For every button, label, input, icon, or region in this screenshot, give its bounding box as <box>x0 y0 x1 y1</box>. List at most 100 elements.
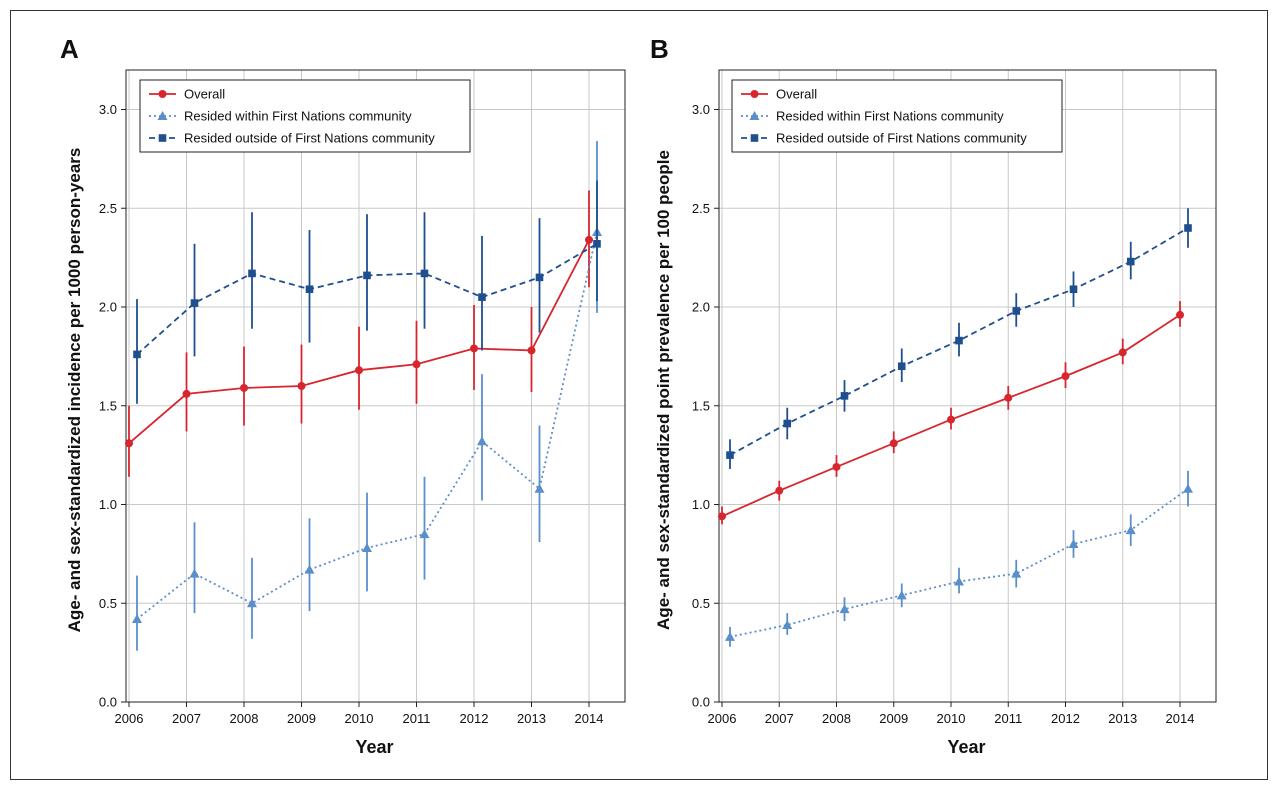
data-point <box>297 382 306 390</box>
panel-letter: A <box>60 34 79 64</box>
grid <box>126 70 625 703</box>
series-overall <box>718 301 1184 525</box>
data-point <box>240 383 248 392</box>
x-tick-label: 2014 <box>1166 711 1195 726</box>
data-point <box>783 419 792 428</box>
legend-label: Resided within First Nations community <box>776 109 1004 124</box>
legend-marker <box>158 90 167 98</box>
data-point <box>362 542 372 552</box>
legend-marker <box>749 111 760 120</box>
x-tick-label: 2007 <box>765 711 794 726</box>
data-point <box>897 362 906 371</box>
data-point <box>1183 483 1193 493</box>
data-point <box>839 604 850 614</box>
x-tick-label: 2006 <box>115 711 144 726</box>
data-point <box>477 436 487 446</box>
data-point <box>1184 224 1192 232</box>
legend-item-outside: Resided outside of First Nations communi… <box>149 131 435 146</box>
legend: Overall Resided within First Nations comm… <box>139 79 471 153</box>
y-tick-label: 2.0 <box>99 300 117 315</box>
series-within <box>132 141 602 651</box>
data-point <box>1069 285 1078 294</box>
legend-marker <box>750 134 759 142</box>
data-point <box>419 529 430 539</box>
data-point <box>355 366 363 375</box>
grid <box>719 70 1216 703</box>
series-within <box>725 470 1193 647</box>
data-point <box>190 299 199 307</box>
data-point <box>412 360 421 369</box>
plot-area <box>718 69 1217 703</box>
y-tick-label: 1.5 <box>692 398 710 413</box>
x-tick-label: 2012 <box>1051 711 1080 726</box>
legend-item-within: Resided within First Nations community <box>149 109 412 124</box>
series-outside <box>726 208 1192 469</box>
y-tick-label: 1.5 <box>99 398 117 413</box>
x-tick-label: 2010 <box>345 711 374 726</box>
legend-box <box>139 79 471 153</box>
y-axis-title: Age- and sex-standardized incidence per … <box>65 148 84 633</box>
series-outside <box>133 180 601 404</box>
data-point <box>1068 539 1079 548</box>
data-point <box>726 451 734 459</box>
data-point <box>1061 372 1070 381</box>
data-point <box>1125 525 1136 535</box>
data-point <box>593 240 601 248</box>
x-axis-title: Year <box>947 737 985 757</box>
data-point <box>782 619 793 629</box>
data-point <box>840 392 849 400</box>
y-tick-label: 0.5 <box>99 596 117 611</box>
x-tick-label: 2006 <box>708 711 737 726</box>
x-tick-label: 2012 <box>460 711 489 726</box>
data-point <box>420 269 429 278</box>
plot-area <box>125 69 626 703</box>
data-point <box>248 269 256 278</box>
legend-label: Resided outside of First Nations communi… <box>184 131 435 146</box>
legend-marker <box>750 90 759 98</box>
data-point <box>1118 348 1127 357</box>
data-point <box>305 285 314 294</box>
x-tick-label: 2013 <box>1108 711 1137 726</box>
y-tick-label: 0.0 <box>692 695 710 710</box>
legend-label: Resided outside of First Nations communi… <box>776 131 1027 146</box>
legend-label: Overall <box>776 87 817 102</box>
y-tick-label: 2.0 <box>692 300 710 315</box>
series-line <box>729 227 1189 456</box>
panel-b: 0.0 0.5 1.0 1.5 2.0 2.5 3.0 2006 2007 2008 2009 201… <box>650 34 1217 757</box>
figure-frame <box>10 10 1268 780</box>
x-tick-label: 2013 <box>517 711 546 726</box>
panel-a: 0.0 0.5 1.0 1.5 2.0 2.5 3.0 2006 2007 2008 2009 201… <box>60 34 626 757</box>
legend-marker <box>158 134 167 142</box>
x-tick-label: 2014 <box>575 711 604 726</box>
x-tick-label: 2009 <box>879 711 908 726</box>
data-point <box>1004 393 1013 402</box>
x-tick-label: 2008 <box>822 711 851 726</box>
y-tick-label: 2.5 <box>692 201 710 216</box>
y-axis-title: Age- and sex-standardized point prevalen… <box>654 150 673 630</box>
y-tick-label: 0.0 <box>99 695 117 710</box>
y-tick-label: 1.0 <box>99 497 117 512</box>
x-tick-label: 2011 <box>994 711 1022 726</box>
series-overall <box>125 190 593 477</box>
data-point <box>585 235 593 244</box>
x-axis-title: Year <box>355 737 393 757</box>
x-tick-label: 2009 <box>287 711 316 726</box>
data-point <box>304 564 315 574</box>
y-tick-label: 0.5 <box>692 596 710 611</box>
data-point <box>889 439 898 448</box>
data-point <box>1176 310 1184 319</box>
data-point <box>832 462 841 471</box>
x-tick-label: 2011 <box>403 711 431 726</box>
data-point <box>954 576 964 586</box>
data-point <box>189 568 200 578</box>
data-point <box>527 346 536 355</box>
data-point <box>534 483 545 493</box>
data-point <box>1011 568 1022 578</box>
series-line <box>729 487 1189 638</box>
data-point <box>133 350 141 359</box>
data-point <box>725 631 735 641</box>
data-point <box>478 293 486 301</box>
legend-item-overall: Overall <box>149 87 225 102</box>
data-point <box>1012 307 1021 315</box>
